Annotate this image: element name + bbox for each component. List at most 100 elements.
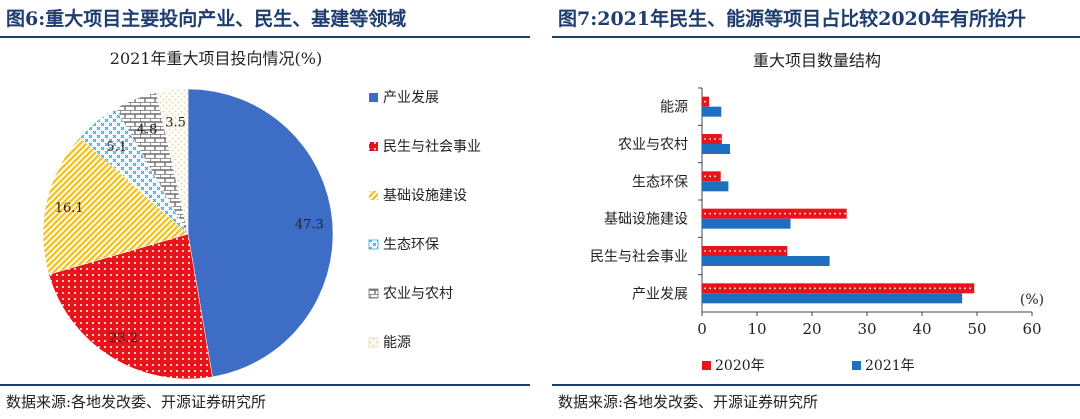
bar-2021年	[702, 144, 731, 154]
bar-dot	[769, 287, 771, 290]
bar-series	[702, 96, 975, 304]
bar-dot	[729, 287, 731, 290]
bar-dot	[914, 287, 916, 290]
legend-label: 产业发展	[383, 90, 439, 106]
bar-dot	[839, 212, 841, 215]
x-tick-label: 60	[1022, 320, 1041, 338]
bar-dot	[949, 287, 951, 290]
bar-dot	[744, 212, 746, 215]
top-rule	[0, 36, 530, 38]
bar-dot	[709, 212, 711, 215]
bar-dot	[719, 250, 721, 252]
bar-dot	[969, 287, 971, 290]
bar-dot	[814, 212, 816, 215]
bar-2020年	[702, 283, 975, 294]
pie-slice-2	[48, 233, 213, 380]
legend-label: 2021年	[865, 358, 915, 374]
bar-dot	[764, 212, 766, 215]
bar-dot	[929, 287, 931, 290]
legend-swatch	[368, 337, 379, 348]
bottom-rule	[0, 384, 530, 386]
bar-dot	[714, 250, 716, 252]
pie-slice-3	[42, 137, 189, 275]
bar-dot	[724, 287, 726, 290]
bar-axes: 0 10 20 30 40 50 60 (%) 能源农业与农村生态环保基础设施建设民生与社会事业…	[590, 87, 1044, 338]
x-tick-label: 30	[857, 320, 876, 338]
bar-dot	[834, 212, 836, 215]
pie-value-labels: 47.3 23.2 16.1 5.1 4.8 3.5	[55, 116, 324, 347]
bar-dot	[874, 287, 876, 290]
figure-6-panel: 图6:重大项目主要投向产业、民生、基建等领域	[0, 0, 530, 419]
bar-dot	[864, 287, 866, 290]
bar-dot	[764, 250, 766, 252]
bar-dot	[789, 212, 791, 215]
bar-dot	[779, 287, 781, 290]
bar-dot	[749, 250, 751, 252]
bar-dot	[754, 212, 756, 215]
bar-dot	[739, 212, 741, 215]
bar-dot	[784, 250, 786, 252]
x-tick-label: 10	[747, 320, 766, 338]
bar-dot	[724, 212, 726, 215]
figure-7-source: 数据来源:各地发改委、开源证券研究所	[558, 393, 819, 411]
category-label: 农业与农村	[618, 137, 688, 153]
legend-label: 民生与社会事业	[383, 139, 481, 155]
bar-dot	[779, 212, 781, 215]
bar-dot	[734, 212, 736, 215]
bar-dot	[759, 250, 761, 252]
bar-dot	[924, 287, 926, 290]
bar-dot	[944, 287, 946, 290]
bar-dot	[964, 287, 966, 290]
bar-2021年	[702, 293, 963, 304]
legend-swatch	[369, 142, 378, 151]
bar-dot	[809, 287, 811, 290]
bar-2020年	[702, 171, 721, 182]
bar-dot	[959, 287, 961, 290]
pie-value-label: 16.1	[55, 201, 84, 216]
bar-dot	[794, 287, 796, 290]
category-label: 生态环保	[632, 174, 688, 190]
bar-dot	[759, 287, 761, 290]
bar-dot	[859, 287, 861, 290]
bar-dot	[799, 287, 801, 290]
bar-dot	[819, 287, 821, 290]
bottom-rule	[552, 384, 1080, 386]
bar-dot	[734, 287, 736, 290]
bar-dot	[939, 287, 941, 290]
bar-dot	[734, 250, 736, 252]
bar-dot	[779, 250, 781, 252]
bar-dot	[869, 287, 871, 290]
bar-dot	[754, 287, 756, 290]
pie-slice-6	[156, 88, 189, 235]
bar-dot	[849, 287, 851, 290]
bar-dot	[784, 287, 786, 290]
legend-label: 2020年	[715, 358, 765, 374]
bar-dot	[854, 287, 856, 290]
bar-dot	[789, 287, 791, 290]
bar-dot	[954, 287, 956, 290]
bar-chart-title: 重大项目数量结构	[753, 51, 881, 70]
bar-dot	[714, 138, 716, 140]
bar-dot	[749, 287, 751, 290]
category-label: 产业发展	[632, 286, 688, 302]
bar-dot	[704, 175, 706, 178]
bar-dot	[719, 138, 721, 140]
bar-dot	[704, 100, 706, 103]
legend-swatch	[369, 191, 378, 200]
bar-dot	[769, 212, 771, 215]
bar-dot	[884, 287, 886, 290]
pie-chart-title: 2021年重大项目投向情况(%)	[110, 49, 322, 68]
bar-dot	[819, 212, 821, 215]
category-label: 民生与社会事业	[590, 249, 688, 265]
legend-swatch	[852, 361, 861, 370]
figure-6-source: 数据来源:各地发改委、开源证券研究所	[6, 393, 267, 411]
bar-dot	[829, 212, 831, 215]
bar-dot	[729, 212, 731, 215]
bar-dot	[844, 287, 846, 290]
bar-dot	[794, 212, 796, 215]
legend-swatch	[369, 93, 378, 102]
category-label: 能源	[660, 100, 688, 116]
bar-dot	[774, 287, 776, 290]
bar-dot	[729, 250, 731, 252]
